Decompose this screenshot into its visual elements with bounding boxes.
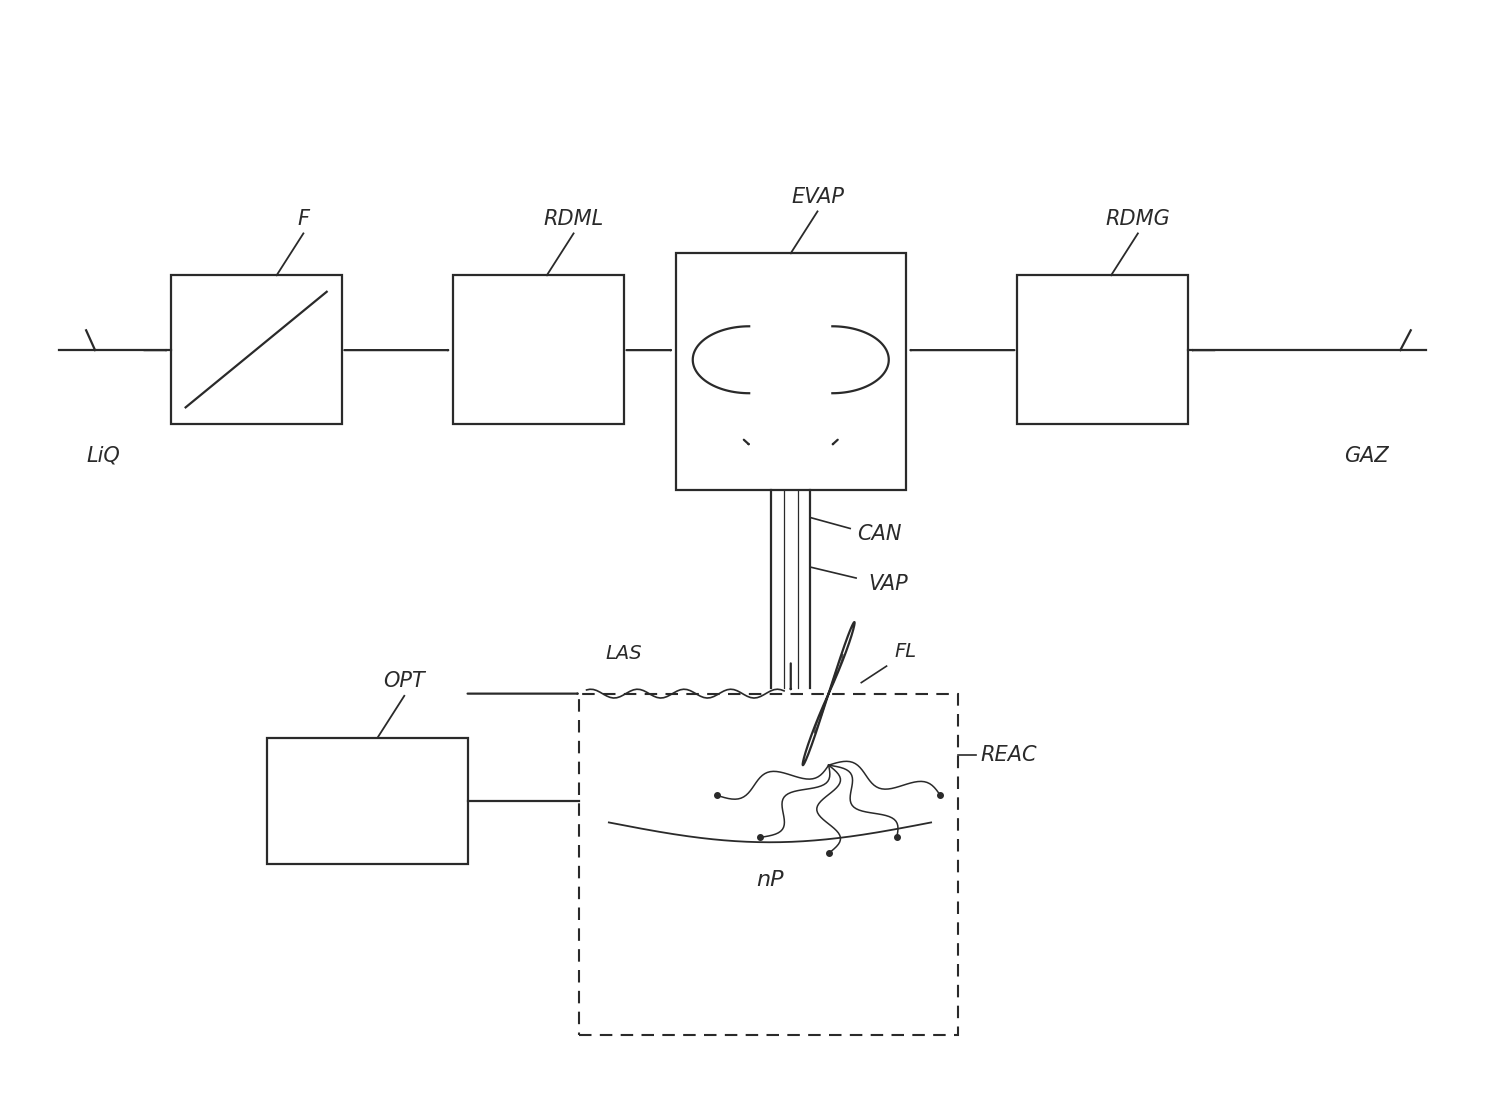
Bar xyxy=(453,275,624,424)
Text: RDMG: RDMG xyxy=(1105,209,1170,229)
Text: CAN: CAN xyxy=(858,524,901,544)
Bar xyxy=(676,253,906,490)
Text: nP: nP xyxy=(756,870,784,890)
Bar xyxy=(579,694,958,1035)
Text: FL: FL xyxy=(894,642,916,661)
Text: EVAP: EVAP xyxy=(792,187,843,207)
Text: REAC: REAC xyxy=(980,745,1037,765)
Bar xyxy=(267,738,468,864)
Text: LAS: LAS xyxy=(606,644,643,663)
Text: F: F xyxy=(297,209,309,229)
Bar xyxy=(1017,275,1188,424)
Text: VAP: VAP xyxy=(869,574,907,593)
Text: OPT: OPT xyxy=(383,672,425,691)
Text: LiQ: LiQ xyxy=(86,446,120,466)
Text: GAZ: GAZ xyxy=(1344,446,1388,466)
Text: RDML: RDML xyxy=(544,209,604,229)
Bar xyxy=(171,275,342,424)
